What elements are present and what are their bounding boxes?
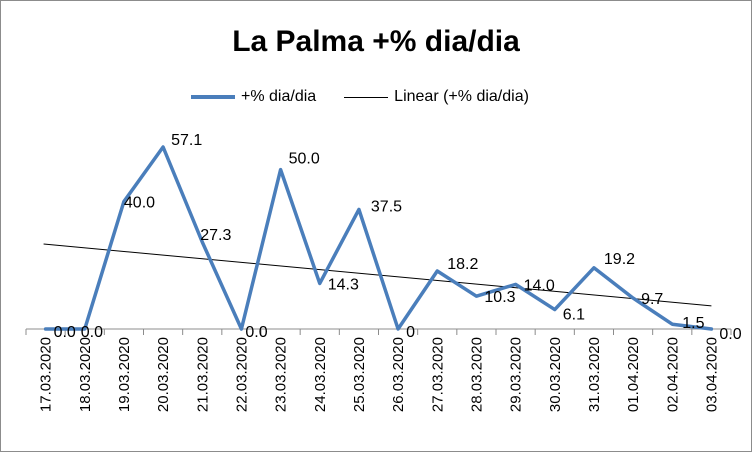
trendline [43,243,712,307]
data-label: 0.0 [719,326,741,343]
data-label: 1.5 [682,315,704,332]
x-tick-label: 18.03.2020 [77,337,94,412]
series-line [43,145,714,331]
chart-title: La Palma +% dia/dia [232,25,520,58]
x-tick-label: 03.04.2020 [703,337,720,412]
data-label: 18.2 [447,256,478,273]
x-tick-label: 23.03.2020 [273,337,290,412]
data-label: 14.3 [328,276,359,293]
x-tick-label: 31.03.2020 [586,337,603,412]
x-tick-label: 24.03.2020 [312,337,329,412]
data-label: 50.0 [289,151,320,168]
x-tick-label: 26.03.2020 [390,337,407,412]
data-label: 9.7 [641,291,663,308]
x-tick-label: 27.03.2020 [429,337,446,412]
x-tick-label: 28.03.2020 [468,337,485,412]
data-label: 6.1 [563,307,585,324]
legend-swatch-linear [344,96,389,98]
x-tick-label: 22.03.2020 [233,337,250,412]
legend-label-series: +% dia/dia [241,88,317,105]
data-label: 19.2 [604,251,635,268]
x-tick-label: 29.03.2020 [508,337,525,412]
data-label: 0.0 [54,324,76,341]
x-tick-label: 25.03.2020 [351,337,368,412]
data-label: 10.3 [484,289,515,306]
x-tick-label: 30.03.2020 [547,337,564,412]
data-label: 0.0 [81,324,103,341]
data-label: 57.1 [171,132,202,149]
data-label: 27.3 [200,227,231,244]
legend-label-linear: Linear (+% dia/dia) [394,88,529,105]
legend: +% dia/dia Linear (+% dia/dia) [191,87,529,107]
x-tick-label: 21.03.2020 [194,337,211,412]
data-label: 0 [406,324,415,341]
data-label: 40.0 [124,195,155,212]
legend-item-series: +% dia/dia [191,88,316,106]
x-tick-label: 20.03.2020 [155,337,172,412]
data-label: 14.0 [524,277,555,294]
x-tick-label: 02.04.2020 [664,337,681,412]
x-tick-label: 17.03.2020 [38,337,55,412]
data-label: 37.5 [371,198,402,215]
legend-swatch-series [191,95,235,99]
legend-item-linear: Linear (+% dia/dia) [344,88,529,106]
x-tick-label: 19.03.2020 [116,337,133,412]
x-tick-label: 01.04.2020 [625,337,642,412]
data-label: 0.0 [245,324,267,341]
